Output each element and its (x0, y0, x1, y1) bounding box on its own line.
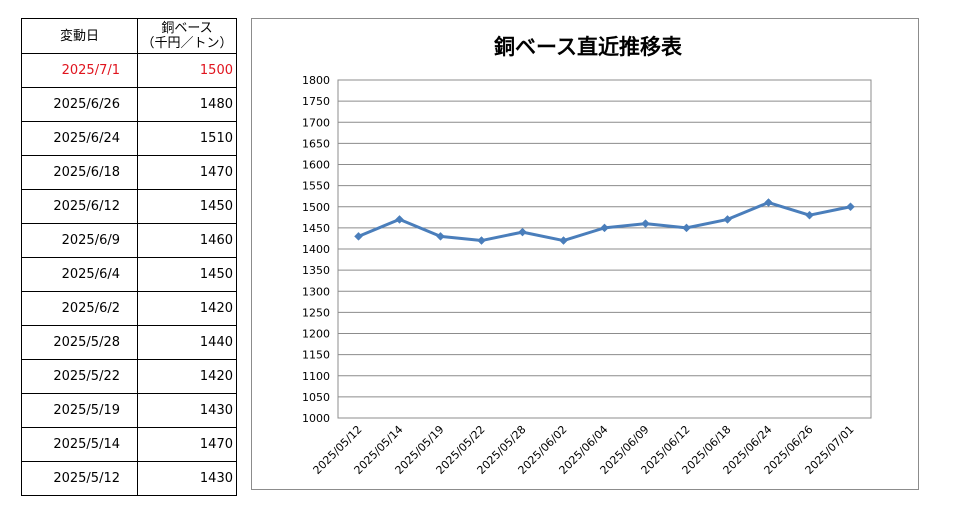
data-point (641, 219, 650, 229)
row-date: 2025/6/18 (21, 155, 138, 190)
table-row: 2025/5/22 1420 (21, 359, 237, 394)
y-tick-label: 1600 (302, 159, 330, 172)
row-value: 1450 (137, 189, 237, 224)
row-value: 1460 (137, 223, 237, 258)
row-date: 2025/6/12 (21, 189, 138, 224)
row-date: 2025/5/14 (21, 427, 138, 462)
y-tick-label: 1200 (302, 328, 330, 341)
header-price-title: 銅ベース (161, 21, 213, 36)
series-line (357, 201, 851, 243)
y-axis-ticks: 1000 1050 1100 1150 1200 1250 1300 1350 1400 1450… (302, 74, 330, 425)
y-tick-label: 1750 (302, 95, 330, 108)
row-value: 1430 (137, 461, 237, 496)
row-value: 1480 (137, 87, 237, 122)
table-row: 2025/6/12 1450 (21, 189, 237, 224)
data-point (395, 215, 404, 224)
row-date: 2025/5/28 (21, 325, 138, 360)
row-date: 2025/7/1 (21, 53, 138, 88)
table-row: 2025/5/19 1430 (21, 393, 237, 428)
data-point (600, 223, 609, 233)
table-row: 2025/5/28 1440 (21, 325, 237, 360)
table-row: 2025/6/2 1420 (21, 291, 237, 326)
y-tick-label: 1650 (302, 137, 330, 150)
table-row: 2025/6/4 1450 (21, 257, 237, 292)
y-tick-label: 1400 (302, 243, 330, 256)
price-table: 変動日 銅ベース （千円／トン） 2025/7/1 1500 2025/6/26 14… (21, 18, 237, 496)
row-date: 2025/6/2 (21, 291, 138, 326)
row-value: 1470 (137, 427, 237, 462)
table-body: 2025/7/1 1500 2025/6/26 1480 2025/6/24 1510 20… (21, 53, 237, 496)
table-header-row: 変動日 銅ベース （千円／トン） (21, 18, 237, 54)
y-tick-label: 1450 (302, 222, 330, 235)
row-date: 2025/5/22 (21, 359, 138, 394)
y-tick-label: 1150 (302, 349, 330, 362)
grid-layer (337, 79, 872, 419)
row-value: 1510 (137, 121, 237, 156)
y-tick-label: 1550 (302, 180, 330, 193)
row-value: 1420 (137, 359, 237, 394)
data-point (805, 210, 814, 220)
y-tick-label: 1500 (302, 201, 330, 214)
table-row: 2025/5/14 1470 (21, 427, 237, 462)
row-value: 1500 (137, 53, 237, 88)
x-axis-ticks: 2025/05/122025/05/142025/05/192025/05/22… (311, 423, 857, 477)
row-value: 1420 (137, 291, 237, 326)
header-date: 変動日 (21, 18, 138, 54)
data-point (846, 202, 855, 212)
row-date: 2025/6/9 (21, 223, 138, 258)
data-point (477, 236, 486, 245)
data-point (559, 236, 568, 245)
header-price: 銅ベース （千円／トン） (137, 18, 237, 54)
data-point (723, 215, 732, 224)
chart-title: 銅ベース直近推移表 (494, 35, 683, 59)
table-row: 2025/6/9 1460 (21, 223, 237, 258)
row-date: 2025/5/12 (21, 461, 138, 496)
row-date: 2025/5/19 (21, 393, 138, 428)
data-point (764, 198, 773, 207)
row-value: 1440 (137, 325, 237, 360)
table-row: 2025/6/18 1470 (21, 155, 237, 190)
y-tick-label: 1250 (302, 306, 330, 319)
line-chart: 銅ベース直近推移表 1000 1050 1100 1150 1200 1250 1300 13… (302, 35, 872, 477)
plot-border (337, 79, 872, 419)
data-point (682, 223, 691, 233)
row-value: 1470 (137, 155, 237, 190)
y-tick-label: 1050 (302, 391, 330, 404)
y-tick-label: 1300 (302, 285, 330, 298)
y-tick-label: 1100 (302, 370, 330, 383)
chart-area: 銅ベース直近推移表 1000 1050 1100 1150 1200 1250 1300 13… (251, 18, 919, 490)
table-row: 2025/6/24 1510 (21, 121, 237, 156)
y-tick-label: 1350 (302, 264, 330, 277)
table-row: 2025/5/12 1430 (21, 461, 237, 496)
data-point (436, 231, 445, 241)
y-tick-label: 1800 (302, 74, 330, 87)
y-tick-label: 1000 (302, 412, 330, 425)
row-date: 2025/6/4 (21, 257, 138, 292)
header-price-unit: （千円／トン） (141, 36, 233, 51)
data-point (354, 231, 363, 241)
table-row: 2025/6/26 1480 (21, 87, 237, 122)
table-row: 2025/7/1 1500 (21, 53, 237, 88)
row-value: 1430 (137, 393, 237, 428)
row-value: 1450 (137, 257, 237, 292)
row-date: 2025/6/26 (21, 87, 138, 122)
row-date: 2025/6/24 (21, 121, 138, 156)
series-layer (354, 198, 855, 245)
y-tick-label: 1700 (302, 116, 330, 129)
data-point (518, 227, 527, 237)
